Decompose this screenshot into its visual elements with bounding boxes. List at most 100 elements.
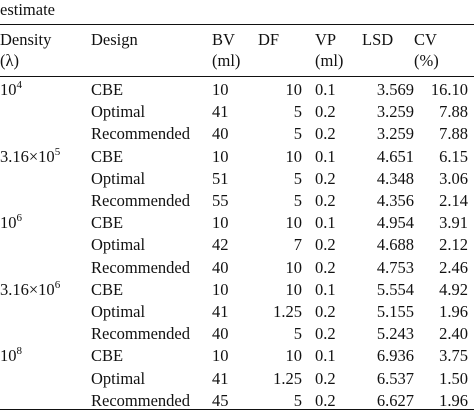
vp-cell: 0.2 bbox=[315, 235, 336, 254]
design-cell: Recommended bbox=[91, 391, 190, 410]
lsd-cell: 5.554 bbox=[376, 280, 414, 299]
vp-cell: 0.2 bbox=[315, 302, 336, 321]
cv-cell: 16.10 bbox=[430, 80, 468, 99]
design-cell: CBE bbox=[91, 280, 124, 299]
design-cell: Optimal bbox=[91, 235, 146, 254]
bv-cell: 10 bbox=[212, 80, 229, 99]
bv-cell: 42 bbox=[212, 235, 229, 254]
bv-cell: 41 bbox=[212, 102, 229, 121]
df-cell: 5 bbox=[293, 324, 302, 343]
density-base: 10 bbox=[0, 80, 17, 99]
design-cell: Recommended bbox=[91, 191, 190, 210]
density-value: 106 bbox=[0, 211, 23, 233]
bv-cell: 10 bbox=[212, 147, 229, 166]
design-cell: Optimal bbox=[91, 369, 146, 388]
header-bv: BV bbox=[212, 30, 235, 49]
cv-cell: 7.88 bbox=[439, 124, 468, 143]
header-vp-unit: (ml) bbox=[315, 51, 344, 70]
header-density: Density bbox=[0, 30, 52, 49]
density-exponent: 5 bbox=[54, 145, 61, 158]
lsd-cell: 4.651 bbox=[376, 147, 414, 166]
lsd-cell: 3.259 bbox=[376, 102, 414, 121]
lsd-cell: 4.356 bbox=[376, 191, 414, 210]
cv-cell: 1.96 bbox=[439, 391, 468, 410]
df-cell: 5 bbox=[293, 191, 302, 210]
cv-cell: 6.15 bbox=[439, 147, 468, 166]
bv-cell: 51 bbox=[212, 169, 229, 188]
design-cell: Recommended bbox=[91, 258, 190, 277]
density-exponent: 8 bbox=[16, 344, 23, 357]
header-bv-unit: (ml) bbox=[212, 51, 241, 70]
cv-cell: 2.12 bbox=[439, 235, 468, 254]
density-value: 108 bbox=[0, 344, 23, 366]
header-vp: VP bbox=[315, 30, 337, 49]
design-cell: Recommended bbox=[91, 324, 190, 343]
top-rule bbox=[0, 24, 474, 25]
df-cell: 7 bbox=[293, 235, 302, 254]
df-cell: 5 bbox=[293, 124, 302, 143]
cv-cell: 7.88 bbox=[439, 102, 468, 121]
vp-cell: 0.2 bbox=[315, 169, 336, 188]
bv-cell: 40 bbox=[212, 124, 229, 143]
df-cell: 1.25 bbox=[273, 369, 302, 388]
density-base: 10 bbox=[0, 346, 17, 365]
vp-cell: 0.1 bbox=[315, 80, 336, 99]
design-cell: Optimal bbox=[91, 102, 146, 121]
bv-cell: 10 bbox=[212, 213, 229, 232]
density-base: 3.16×10 bbox=[0, 147, 55, 166]
header-design: Design bbox=[91, 30, 138, 49]
vp-cell: 0.2 bbox=[315, 391, 336, 410]
cv-cell: 4.92 bbox=[439, 280, 468, 299]
design-cell: CBE bbox=[91, 213, 124, 232]
vp-cell: 0.2 bbox=[315, 324, 336, 343]
density-base: 10 bbox=[0, 213, 17, 232]
vp-cell: 0.1 bbox=[315, 346, 336, 365]
vp-cell: 0.2 bbox=[315, 191, 336, 210]
density-exponent: 4 bbox=[16, 78, 23, 91]
header-cv-unit: (%) bbox=[414, 51, 439, 70]
bv-cell: 40 bbox=[212, 324, 229, 343]
df-cell: 10 bbox=[285, 258, 303, 277]
header-density-unit: (λ) bbox=[0, 51, 19, 70]
vp-cell: 0.1 bbox=[315, 213, 336, 232]
lsd-cell: 4.753 bbox=[376, 258, 414, 277]
bv-cell: 10 bbox=[212, 346, 229, 365]
design-cell: Optimal bbox=[91, 169, 146, 188]
lsd-cell: 3.569 bbox=[376, 80, 414, 99]
vp-cell: 0.2 bbox=[315, 258, 336, 277]
df-cell: 10 bbox=[285, 147, 303, 166]
bv-cell: 41 bbox=[212, 369, 229, 388]
cv-cell: 3.91 bbox=[439, 213, 468, 232]
lsd-cell: 6.627 bbox=[376, 391, 414, 410]
density-exponent: 6 bbox=[54, 278, 61, 291]
df-cell: 5 bbox=[293, 169, 302, 188]
density-value: 104 bbox=[0, 78, 23, 100]
bv-cell: 41 bbox=[212, 302, 229, 321]
vp-cell: 0.2 bbox=[315, 124, 336, 143]
bv-cell: 45 bbox=[212, 391, 229, 410]
vp-cell: 0.2 bbox=[315, 102, 336, 121]
header-lsd: LSD bbox=[362, 30, 394, 49]
lsd-cell: 5.243 bbox=[376, 324, 414, 343]
table-caption: estimate bbox=[0, 0, 55, 19]
density-base: 3.16×10 bbox=[0, 280, 55, 299]
cv-cell: 1.96 bbox=[439, 302, 468, 321]
df-cell: 10 bbox=[285, 80, 303, 99]
lsd-cell: 5.155 bbox=[376, 302, 414, 321]
design-cell: CBE bbox=[91, 147, 124, 166]
design-cell: CBE bbox=[91, 80, 124, 99]
header-cv: CV bbox=[414, 30, 437, 49]
design-cell: Recommended bbox=[91, 124, 190, 143]
df-cell: 10 bbox=[285, 346, 303, 365]
cv-cell: 3.75 bbox=[439, 346, 468, 365]
df-cell: 1.25 bbox=[273, 302, 302, 321]
lsd-cell: 4.688 bbox=[376, 235, 414, 254]
header-df: DF bbox=[258, 30, 280, 49]
cv-cell: 1.50 bbox=[439, 369, 468, 388]
density-exponent: 6 bbox=[16, 211, 23, 224]
vp-cell: 0.2 bbox=[315, 369, 336, 388]
lsd-cell: 3.259 bbox=[376, 124, 414, 143]
bottom-rule bbox=[0, 409, 474, 410]
lsd-cell: 4.348 bbox=[376, 169, 414, 188]
cv-cell: 2.46 bbox=[439, 258, 468, 277]
